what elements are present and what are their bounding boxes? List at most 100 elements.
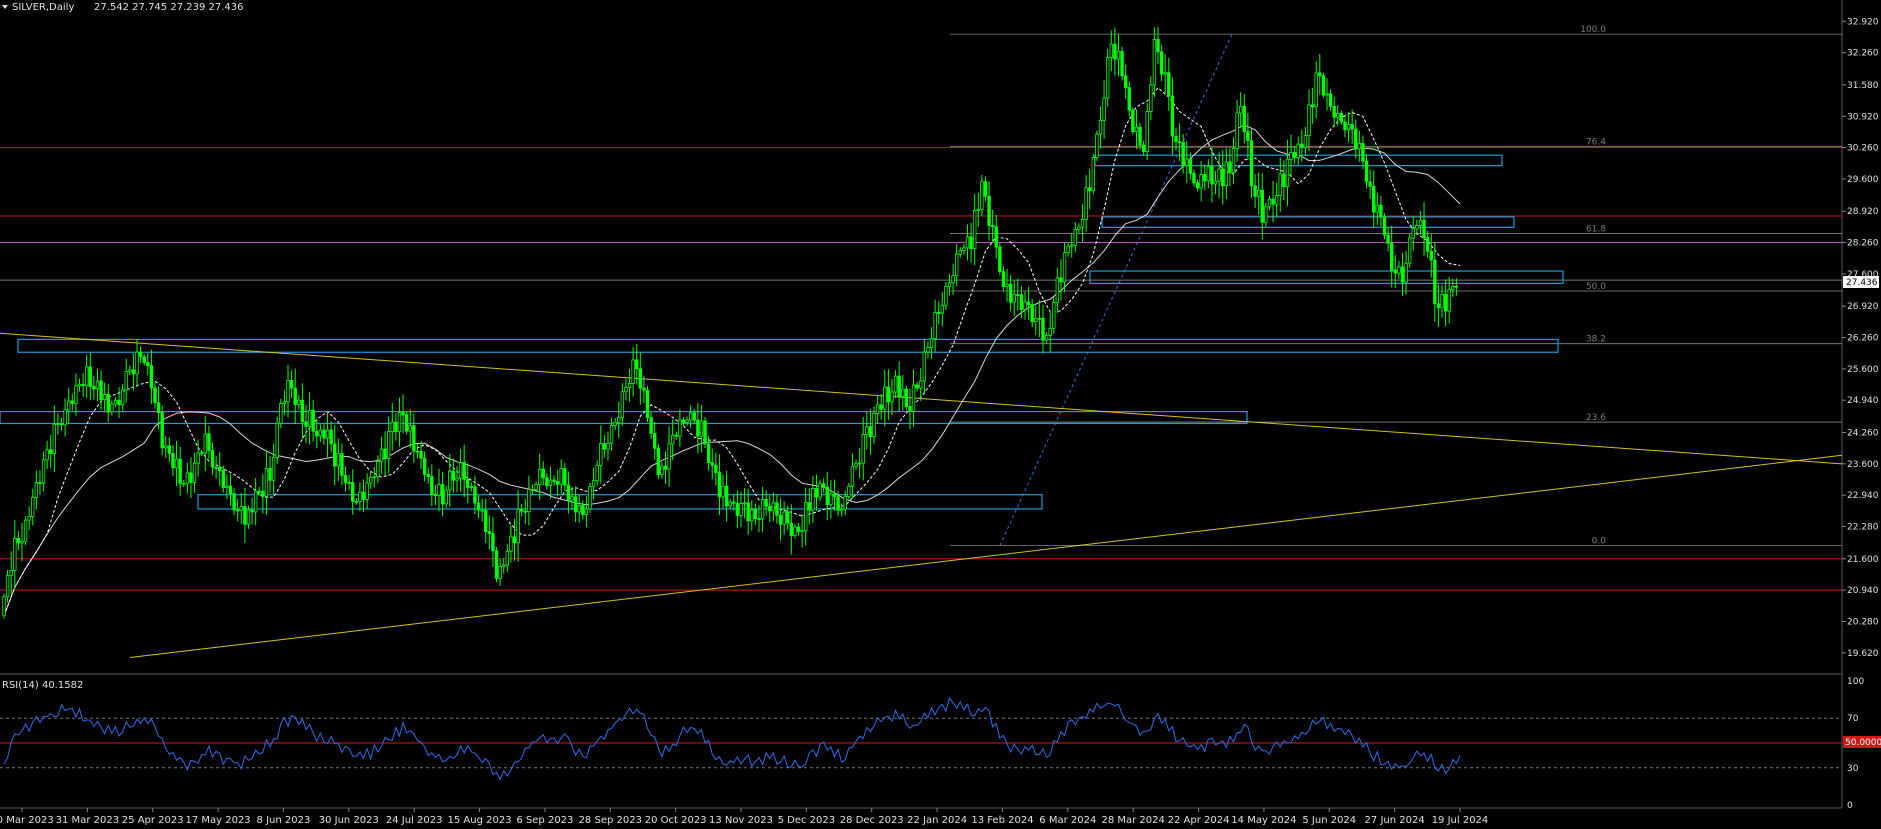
- candle-body: [340, 453, 344, 476]
- candle-body: [919, 380, 923, 389]
- candle-body: [1023, 301, 1027, 310]
- candle-body: [476, 502, 481, 511]
- candle-body: [980, 181, 984, 210]
- candle-body: [688, 412, 693, 421]
- candle-body: [814, 488, 819, 498]
- candle-body: [667, 443, 671, 470]
- support-resistance-zone[interactable]: [1089, 270, 1564, 284]
- candle-body: [458, 462, 463, 479]
- candle-body: [1174, 135, 1178, 143]
- candle-body: [1379, 204, 1383, 218]
- candle-body: [1350, 124, 1354, 130]
- candle-body: [1141, 144, 1146, 152]
- candle-body: [760, 499, 765, 520]
- candle-body: [969, 236, 973, 250]
- fib-level-label: 61.8: [1586, 225, 1606, 235]
- candle-body: [1418, 219, 1423, 226]
- candle-body: [1239, 105, 1243, 114]
- candle-body: [789, 522, 794, 536]
- candle-body: [775, 502, 779, 516]
- candle-body: [1095, 133, 1099, 158]
- candle-body: [1134, 126, 1139, 132]
- candle-body: [926, 347, 930, 353]
- candle-body: [300, 399, 305, 423]
- candle-body: [124, 370, 128, 391]
- candle-body: [1088, 187, 1092, 191]
- price-tick-label: 32.260: [1847, 49, 1879, 59]
- candle-body: [739, 503, 743, 516]
- candle-body: [250, 509, 254, 513]
- candle-body: [803, 502, 808, 531]
- candle-body: [74, 385, 78, 404]
- candle-body: [1120, 50, 1124, 77]
- candle-body: [164, 445, 168, 449]
- candle-body: [1332, 106, 1336, 118]
- candle-body: [1026, 301, 1031, 305]
- rsi-tick-label: 70: [1847, 714, 1859, 724]
- candle-body: [92, 385, 96, 390]
- fib-level-label: 100.0: [1580, 25, 1606, 35]
- candle-body: [268, 468, 272, 481]
- candle-body: [1282, 173, 1286, 187]
- candle-body: [156, 402, 161, 413]
- main-panel: [0, 0, 1842, 672]
- support-resistance-zone[interactable]: [17, 338, 1559, 353]
- candle-body: [516, 508, 520, 544]
- candle-body: [293, 387, 297, 405]
- candle-body: [588, 486, 592, 510]
- ascending-trendline[interactable]: [129, 454, 1843, 659]
- candle-body: [81, 383, 85, 387]
- candle-body: [1433, 259, 1437, 305]
- header-dropdown-icon[interactable]: [2, 5, 8, 9]
- candle-body: [512, 536, 517, 544]
- candle-body: [857, 462, 862, 465]
- candle-body: [31, 497, 35, 517]
- candle-body: [1217, 168, 1221, 182]
- candle-body: [1156, 38, 1160, 53]
- candle-body: [358, 491, 362, 502]
- candle-body: [67, 400, 71, 411]
- support-resistance-zone[interactable]: [1101, 216, 1515, 228]
- candle-body: [128, 369, 132, 372]
- candle-body: [1339, 112, 1344, 123]
- candle-body: [70, 400, 75, 404]
- candle-body: [1289, 151, 1293, 160]
- candle-body: [379, 448, 384, 462]
- price-tick-label: 24.260: [1847, 428, 1879, 438]
- candle-body: [1059, 277, 1063, 283]
- candle-body: [174, 458, 179, 469]
- price-tick-label: 19.620: [1847, 649, 1879, 659]
- candle-body: [990, 225, 995, 228]
- candle-body: [670, 434, 675, 445]
- candle-body: [426, 474, 430, 477]
- candle-body: [962, 247, 966, 251]
- candle-body: [437, 484, 441, 496]
- candle-body: [1030, 304, 1034, 323]
- candle-body: [559, 468, 563, 485]
- candle-body: [1235, 112, 1239, 149]
- candle-body: [404, 414, 409, 432]
- candle-body: [606, 442, 610, 450]
- candle-body: [1285, 158, 1290, 187]
- candle-body: [692, 412, 696, 421]
- support-resistance-zone[interactable]: [197, 494, 1043, 510]
- candle-body: [1357, 142, 1362, 150]
- candle-body: [1404, 262, 1408, 283]
- candle-body: [609, 425, 614, 444]
- candle-body: [1447, 288, 1451, 312]
- candle-body: [1325, 93, 1329, 96]
- candle-body: [678, 419, 682, 437]
- candle-body: [430, 476, 434, 495]
- candle-body: [904, 388, 909, 407]
- candle-body: [397, 412, 402, 433]
- candle-body: [1077, 226, 1081, 230]
- candle-body: [189, 472, 193, 483]
- moving-averages: [3, 87, 1461, 616]
- price-axis-ticks: 32.920 32.260 31.580 30.920 30.260 29.600 28.9…: [1842, 17, 1879, 659]
- candle-body: [681, 419, 686, 423]
- candle-body: [376, 461, 380, 478]
- candle-body: [534, 484, 538, 490]
- rsi-line: [3, 696, 1461, 781]
- candle-body: [422, 457, 427, 475]
- candle-body: [336, 453, 341, 467]
